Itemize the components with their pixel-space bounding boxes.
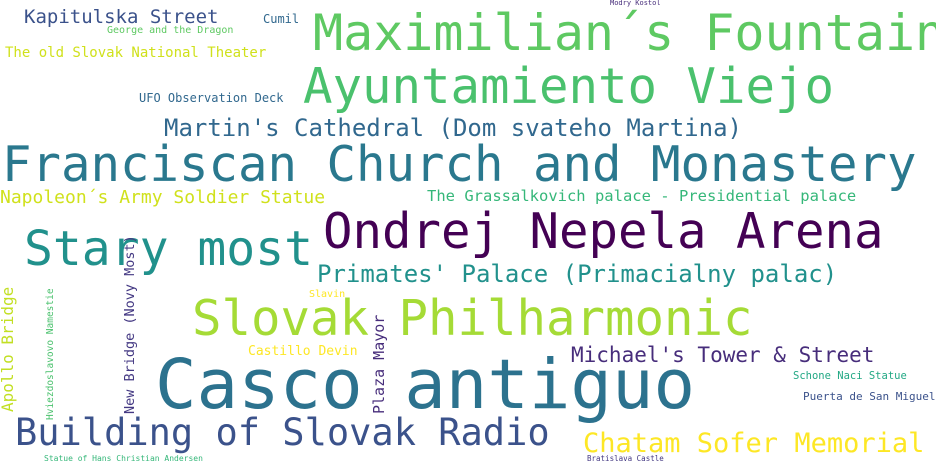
word-modry-kostol: Modry Kostol [610, 0, 661, 7]
word-grassalkovich-palace: The Grassalkovich palace - Presidential … [427, 187, 857, 205]
word-maximilians-fountain: Maximilian´s Fountain [313, 4, 936, 62]
word-casco-antiguo: Casco antiguo [155, 345, 696, 425]
word-bratislava-castle: Bratislava Castle [587, 454, 664, 463]
word-schone-naci-statue: Schone Naci Statue [793, 370, 907, 382]
word-ondrej-nepela-arena: Ondrej Nepela Arena [323, 203, 884, 260]
word-cumil: Cumil [263, 12, 300, 26]
word-apollo-bridge: Apollo Bridge [0, 286, 17, 412]
word-martins-cathedral: Martin's Cathedral (Dom svateho Martina) [164, 114, 742, 142]
word-slovak-philharmonic: Slovak Philharmonic [192, 290, 753, 347]
word-stary-most: Stary most [24, 221, 313, 277]
word-ufo-observation-deck: UFO Observation Deck [139, 91, 284, 105]
word-slavin: Slavin [309, 289, 346, 300]
word-napoleon-army-statue: Napoleon´s Army Soldier Statue [0, 187, 326, 208]
word-old-slovak-national-theater: The old Slovak National Theater [5, 45, 267, 61]
word-new-bridge-novy-most: New Bridge (Novy Most) [122, 235, 138, 414]
word-plaza-mayor: Plaza Mayor [370, 314, 388, 414]
word-puerta-de-san-miguel: Puerta de San Miguel [803, 390, 936, 403]
word-franciscan-church: Franciscan Church and Monastery [2, 136, 917, 193]
word-ayuntamiento-viejo: Ayuntamiento Viejo [303, 58, 835, 115]
word-chatam-sofer-memorial: Chatam Sofer Memorial [583, 428, 925, 459]
word-kapitulska-street: Kapitulska Street [24, 6, 219, 28]
word-building-of-slovak-radio: Building of Slovak Radio [15, 411, 550, 454]
word-statue-hans-christian-andersen: Statue of Hans Christian Andersen [44, 454, 203, 463]
word-george-and-the-dragon: George and the Dragon [107, 25, 234, 36]
word-castillo-devin: Castillo Devin [248, 344, 358, 359]
word-michaels-tower: Michael's Tower & Street [571, 343, 875, 367]
word-hviezdoslavovo-namestie: Hviezdoslavovo Namestie [45, 288, 56, 420]
word-primates-palace: Primates' Palace (Primacialny palac) [317, 260, 838, 288]
